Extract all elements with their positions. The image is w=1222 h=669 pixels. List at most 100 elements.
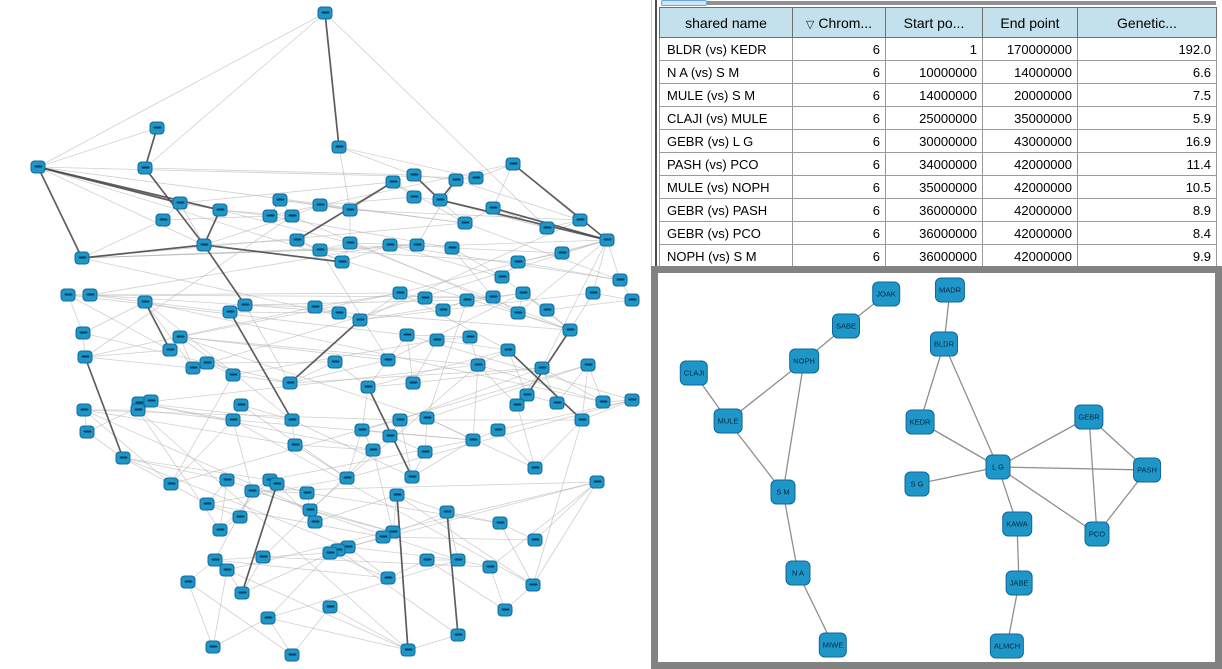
network-node[interactable] (199, 497, 215, 511)
network-node[interactable] (196, 238, 212, 252)
network-node[interactable] (589, 475, 605, 489)
network-node[interactable] (212, 523, 228, 537)
graph-node-s-m[interactable]: S M (770, 479, 796, 505)
network-node[interactable] (269, 477, 285, 491)
network-node[interactable] (137, 161, 153, 175)
network-node[interactable] (624, 293, 640, 307)
network-node[interactable] (312, 243, 328, 257)
network-node[interactable] (406, 168, 422, 182)
graph-node-n-a[interactable]: N A (785, 560, 811, 586)
network-node[interactable] (525, 578, 541, 592)
network-node[interactable] (199, 356, 215, 370)
network-node[interactable] (468, 171, 484, 185)
graph-node-jabe[interactable]: JABE (1005, 570, 1033, 596)
panel-divider[interactable] (655, 0, 657, 266)
graph-node-miwe[interactable]: MIWE (818, 632, 848, 658)
network-node[interactable] (572, 213, 588, 227)
network-node[interactable] (485, 290, 501, 304)
column-header-chrom-[interactable]: ▽ Chrom... (792, 7, 886, 38)
network-node[interactable] (75, 326, 91, 340)
network-node[interactable] (205, 640, 221, 654)
network-node[interactable] (448, 173, 464, 187)
network-node[interactable] (470, 358, 486, 372)
network-node[interactable] (417, 445, 433, 459)
network-node[interactable] (432, 193, 448, 207)
column-header-genetic-[interactable]: Genetic... (1077, 7, 1217, 38)
graph-node-joak[interactable]: JOAK (872, 281, 900, 307)
network-node[interactable] (419, 553, 435, 567)
network-node[interactable] (232, 510, 248, 524)
network-node[interactable] (482, 560, 498, 574)
network-node[interactable] (527, 533, 543, 547)
network-node[interactable] (405, 376, 421, 390)
network-node[interactable] (360, 380, 376, 394)
network-node[interactable] (162, 343, 178, 357)
network-node[interactable] (172, 196, 188, 210)
network-node[interactable] (79, 425, 95, 439)
network-node[interactable] (342, 203, 358, 217)
network-node[interactable] (439, 505, 455, 519)
network-node[interactable] (409, 238, 425, 252)
table-row[interactable]: N A (vs) S M 6 10000000 14000000 6.6 (659, 60, 1217, 84)
network-node[interactable] (510, 306, 526, 320)
network-node[interactable] (225, 368, 241, 382)
network-node[interactable] (244, 484, 260, 498)
network-node[interactable] (519, 388, 535, 402)
network-node[interactable] (272, 193, 288, 207)
network-node[interactable] (465, 433, 481, 447)
network-node[interactable] (219, 563, 235, 577)
table-row[interactable]: GEBR (vs) L G 6 30000000 43000000 16.9 (659, 129, 1217, 153)
network-node[interactable] (444, 241, 460, 255)
network-node[interactable] (554, 246, 570, 260)
network-node[interactable] (262, 209, 278, 223)
table-row[interactable]: GEBR (vs) PASH 6 36000000 42000000 8.9 (659, 198, 1217, 222)
network-node[interactable] (510, 255, 526, 269)
network-node[interactable] (435, 303, 451, 317)
column-header-start-po-[interactable]: Start po... (885, 7, 983, 38)
network-node[interactable] (284, 413, 300, 427)
network-node[interactable] (365, 443, 381, 457)
column-header-shared-name[interactable]: shared name (659, 7, 793, 38)
network-node[interactable] (76, 403, 92, 417)
network-node[interactable] (624, 393, 640, 407)
network-node[interactable] (406, 190, 422, 204)
network-node[interactable] (342, 236, 358, 250)
graph-node-almch[interactable]: ALMCH (989, 633, 1025, 659)
table-top-scrollbar-thumb[interactable] (661, 0, 707, 6)
network-node[interactable] (354, 423, 370, 437)
network-node[interactable] (574, 413, 590, 427)
network-node[interactable] (534, 361, 550, 375)
table-row[interactable]: GEBR (vs) PCO 6 36000000 42000000 8.4 (659, 221, 1217, 245)
network-node[interactable] (599, 233, 615, 247)
network-node[interactable] (400, 643, 416, 657)
network-node[interactable] (185, 361, 201, 375)
network-node[interactable] (562, 323, 578, 337)
graph-node-mule[interactable]: MULE (713, 408, 743, 434)
network-node[interactable] (595, 395, 611, 409)
network-node[interactable] (382, 429, 398, 443)
network-node[interactable] (459, 293, 475, 307)
network-node[interactable] (222, 305, 238, 319)
network-node[interactable] (255, 550, 271, 564)
network-node[interactable] (331, 306, 347, 320)
network-node[interactable] (115, 451, 131, 465)
network-node[interactable] (585, 286, 601, 300)
network-node[interactable] (77, 350, 93, 364)
graph-node-l-g[interactable]: L G (985, 454, 1011, 480)
network-node[interactable] (207, 553, 223, 567)
network-node[interactable] (317, 6, 333, 20)
network-node[interactable] (392, 413, 408, 427)
sort-filter-icon[interactable]: ▽ (805, 18, 815, 31)
graph-node-kedr[interactable]: KEDR (905, 409, 935, 435)
network-node[interactable] (334, 255, 350, 269)
network-node[interactable] (130, 403, 146, 417)
network-node[interactable] (450, 553, 466, 567)
network-node[interactable] (494, 270, 510, 284)
network-node[interactable] (339, 471, 355, 485)
network-node[interactable] (327, 355, 343, 369)
network-node[interactable] (163, 477, 179, 491)
network-node[interactable] (74, 251, 90, 265)
network-node[interactable] (299, 486, 315, 500)
network-node[interactable] (539, 303, 555, 317)
network-node[interactable] (380, 571, 396, 585)
